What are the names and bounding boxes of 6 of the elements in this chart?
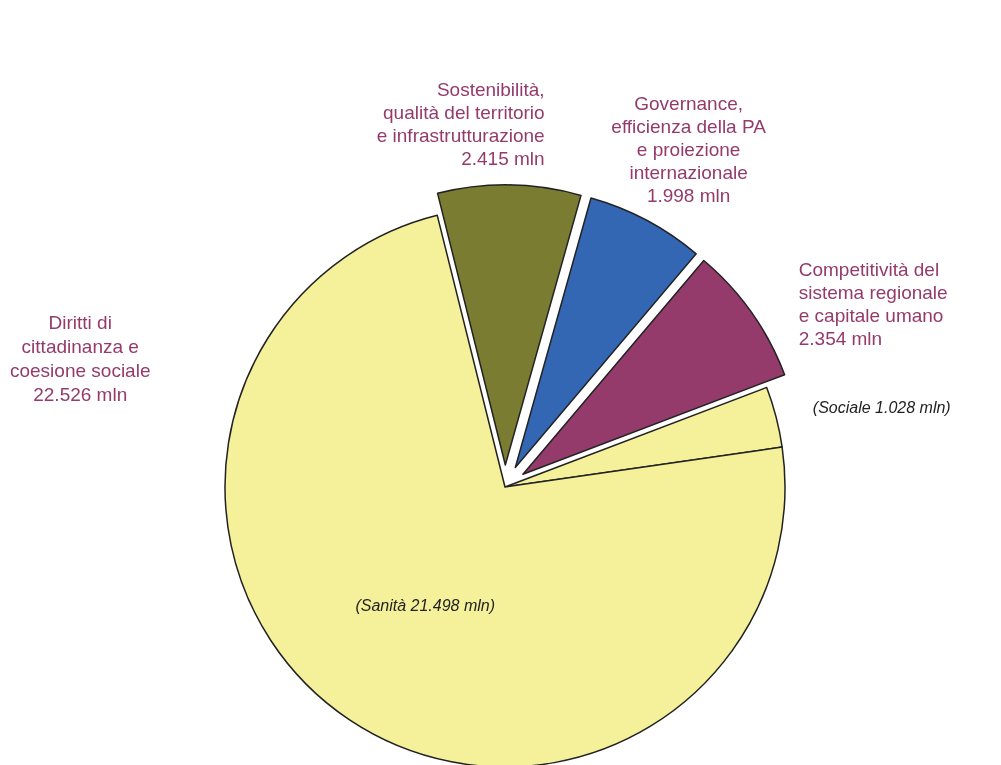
text: Diritti di cittadinanza e coesione sociale 22.526 mln xyxy=(10,311,151,405)
slice-label: (Sociale 1.028 mln) xyxy=(812,398,951,416)
slice-label: Competitività del sistema regionale e capitale umano 2.354 mln xyxy=(798,258,948,349)
slice-label: Governance, efficienza della PA e proiezione internazionale 1.998 mln xyxy=(611,92,767,206)
slice-label: (Sanità 21.498 mln) xyxy=(355,597,496,615)
slice-label: Sostenibilità, qualità del territorio e infrastrutturazione 2.415 mln xyxy=(376,79,545,170)
